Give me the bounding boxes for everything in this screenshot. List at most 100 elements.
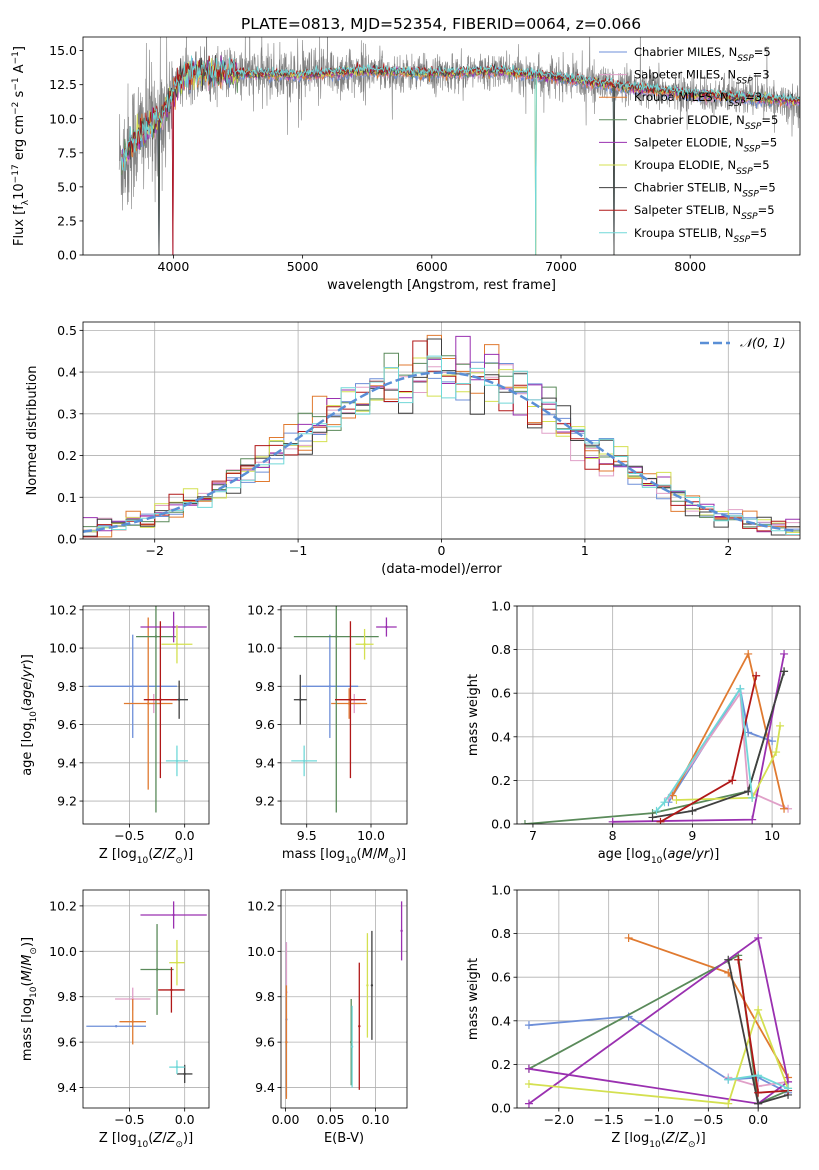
panel-age-vs-z: −0.5 0.09.29.49.69.810.010.2Z [log10(Z/Z⊙… <box>20 602 210 866</box>
legend-label: Kroupa ELODIE, NSSP=5 <box>634 158 770 177</box>
x-axis-label-part: ( <box>148 1131 153 1146</box>
legend-label-sub: SSP <box>736 167 753 177</box>
y-axis-label: mass weight <box>466 674 481 756</box>
y-axis-label-part: mass weight <box>466 674 481 756</box>
y-axis-label-part: mass weight <box>466 958 481 1040</box>
y-tick-label: 9.4 <box>255 1080 275 1095</box>
y-axis-label-part: ] <box>12 46 27 51</box>
x-tick-label: 8000 <box>674 259 706 274</box>
y-tick-label: 10.0 <box>49 641 77 656</box>
panel-spectrum: 4000 5000 6000 7000 8000 0.0 2.5 5.0 7.5 10.0 12.5… <box>11 36 801 293</box>
x-tick-label: −1.0 <box>643 1112 673 1127</box>
y-axis-label-part: −1 <box>11 51 21 64</box>
y-tick-label: 9.4 <box>255 755 275 770</box>
legend-label: 𝒩(0, 1) <box>740 335 786 350</box>
x-axis-label-part: age <box>667 847 691 862</box>
weight-marker <box>780 804 789 813</box>
y-tick-label: 10.2 <box>49 602 77 617</box>
weight-marker <box>744 649 753 658</box>
weight-marker <box>784 1084 793 1093</box>
y-tick-label: 0.0 <box>491 817 511 832</box>
x-tick-label: 9.5 <box>297 828 317 843</box>
grid <box>83 606 209 824</box>
x-tick-label: 0 <box>438 543 446 558</box>
plot-area <box>524 933 793 1108</box>
weight-series-8 <box>655 686 754 812</box>
data-point <box>154 635 158 638</box>
legend-label: Chabrier MILES, NSSP=5 <box>634 45 771 64</box>
y-tick-label: 1.0 <box>491 883 511 898</box>
x-tick-label: 10.0 <box>357 828 385 843</box>
weight-marker <box>754 933 763 942</box>
weight-marker <box>754 1071 763 1080</box>
legend-label-sub: SSP <box>744 144 761 154</box>
x-axis-label-part: Z [log <box>99 847 137 862</box>
weight-marker <box>652 806 661 815</box>
y-axis-label-part: M <box>20 955 35 966</box>
x-axis-label-part: ⊙ <box>175 856 183 866</box>
x-tick-label: −0.5 <box>114 828 144 843</box>
y-tick-label: 0.6 <box>491 970 511 985</box>
x-tick-label: 4000 <box>158 259 190 274</box>
data-point <box>366 984 369 987</box>
y-tick-label: 5.0 <box>57 179 77 194</box>
x-tick-label: −2.0 <box>544 1112 574 1127</box>
weight-marker <box>688 806 697 815</box>
x-tick-label: −2 <box>145 543 163 558</box>
x-axis-label-part: )] <box>696 1131 706 1146</box>
x-axis-label-part: )] <box>183 847 193 862</box>
x-tick-label: 0.0 <box>748 1112 768 1127</box>
histogram-legend: 𝒩(0, 1) <box>700 335 786 350</box>
y-tick-label: 0.5 <box>57 323 77 338</box>
x-tick-label: 0.05 <box>317 1112 345 1127</box>
plot-area <box>86 901 207 1084</box>
y-axis-label-part: 10 <box>29 986 39 998</box>
legend-label-tail: =5 <box>758 203 775 217</box>
legend-label-sub: SSP <box>745 122 762 132</box>
y-axis-label-part: λ <box>21 199 31 205</box>
plot-area <box>88 606 207 813</box>
weight-series-5 <box>676 725 781 801</box>
data-point <box>177 698 181 701</box>
weight-marker <box>656 817 665 824</box>
plot-area <box>285 901 403 1099</box>
y-axis-label-part: / <box>20 677 35 682</box>
plot-area <box>118 37 800 255</box>
weight-marker <box>728 776 737 785</box>
x-axis-label-part: / <box>373 847 378 862</box>
data-point <box>131 685 134 688</box>
legend-label-text: Salpeter ELODIE, N <box>634 135 744 149</box>
data-point <box>159 698 162 701</box>
y-axis-label-part: yr <box>20 663 35 679</box>
data-point <box>363 643 366 646</box>
weight-marker <box>624 933 633 942</box>
x-tick-label: 0.0 <box>175 828 195 843</box>
y-tick-label: 9.6 <box>255 717 275 732</box>
x-axis-label-part: Z [log <box>99 1131 137 1146</box>
legend-label-text: Chabrier STELIB, N <box>634 181 742 195</box>
y-tick-label: 0.4 <box>491 729 511 744</box>
data-point <box>299 698 302 701</box>
x-axis-label-part: / <box>675 1131 680 1146</box>
legend-label-text: Kroupa ELODIE, N <box>634 158 736 172</box>
y-tick-label: 10.0 <box>49 111 77 126</box>
legend-label-sub: SSP <box>742 190 759 200</box>
y-tick-label: 0.2 <box>491 1057 511 1072</box>
data-point <box>328 685 332 688</box>
panel-residuals: −2 −1 0 1 2 0.0 0.1 0.2 0.3 0.4 0.5 (data-model)/er… <box>25 321 801 577</box>
x-axis-label: mass [log10(M/M⊙)] <box>282 847 406 866</box>
x-axis-label: Z [log10(Z/Z⊙)] <box>99 847 193 866</box>
y-tick-label: 12.5 <box>49 77 77 92</box>
x-axis-label-part: 10 <box>651 856 663 866</box>
y-tick-label: 0.4 <box>57 365 77 380</box>
data-point <box>131 1020 134 1023</box>
legend-label: Salpeter STELIB, NSSP=5 <box>634 203 775 222</box>
normal-curve <box>83 371 798 533</box>
plot-area <box>83 334 800 538</box>
plot-area <box>291 606 397 813</box>
weight-marker <box>524 1021 533 1030</box>
x-axis-label-part: ⊙ <box>388 856 396 866</box>
x-axis-label-part: mass [log <box>282 847 345 862</box>
legend-label-tail: =5 <box>750 226 767 240</box>
